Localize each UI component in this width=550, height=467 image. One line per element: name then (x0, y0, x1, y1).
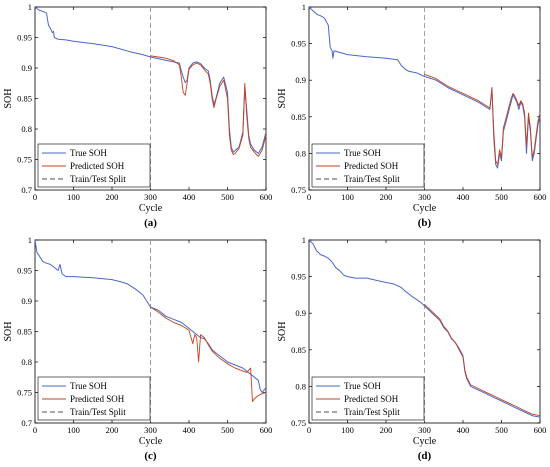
series-line-predicted-soh (150, 306, 267, 403)
y-tick-label: 0.8 (21, 357, 32, 367)
x-tick-label: 300 (418, 192, 431, 202)
x-axis-label: Cycle (413, 203, 437, 214)
legend: True SOH Predicted SOH Train/Test Split (37, 143, 151, 188)
legend-label: Predicted SOH (344, 161, 399, 171)
panel-label: (c) (144, 450, 157, 462)
y-axis-label: SOH (277, 88, 288, 108)
y-tick-label: 0.95 (291, 39, 306, 49)
legend-label: Train/Test Split (70, 174, 126, 184)
series-line-true-soh (308, 6, 541, 169)
x-tick-label: 100 (341, 192, 354, 202)
y-tick-label: 0.8 (295, 148, 306, 158)
legend-label: True SOH (344, 381, 381, 391)
x-tick-label: 600 (534, 425, 547, 435)
y-tick-label: 0.85 (291, 345, 306, 355)
y-tick-label: 0.85 (291, 112, 306, 122)
y-tick-label: 0.7 (21, 185, 32, 195)
x-tick-label: 300 (144, 192, 157, 202)
chart-panel-1: 0 100 200 300 400 500 600 0.7 0.75 0.8 0.85 0.9 0.95… (3, 2, 272, 229)
legend: True SOH Predicted SOH Train/Test Split (311, 376, 425, 421)
legend: True SOH Predicted SOH Train/Test Split (311, 143, 425, 188)
x-tick-label: 400 (183, 192, 196, 202)
y-tick-label: 0.75 (17, 388, 32, 398)
chart-panel-3: 0 100 200 300 400 500 600 0.7 0.75 0.8 0.85 0.9 0.95… (3, 235, 272, 462)
y-tick-label: 0.9 (295, 308, 306, 318)
x-tick-label: 0 (307, 425, 311, 435)
legend-label: True SOH (344, 148, 381, 158)
x-axis-label: Cycle (413, 436, 437, 447)
series-line-predicted-soh (424, 73, 541, 165)
x-tick-label: 400 (183, 425, 196, 435)
y-tick-label: 1 (28, 2, 32, 12)
y-tick-label: 0.75 (17, 155, 32, 165)
panel-label: (d) (418, 450, 432, 462)
x-tick-label: 500 (221, 192, 234, 202)
x-tick-label: 600 (534, 192, 547, 202)
y-tick-label: 0.85 (17, 327, 32, 337)
x-tick-label: 500 (495, 425, 508, 435)
legend-label: True SOH (70, 148, 107, 158)
series-line-predicted-soh (150, 55, 267, 157)
x-tick-label: 200 (106, 425, 119, 435)
x-tick-label: 500 (221, 425, 234, 435)
x-tick-label: 100 (341, 425, 354, 435)
x-axis-label: Cycle (139, 436, 163, 447)
y-tick-label: 0.8 (295, 381, 306, 391)
panel-label: (a) (144, 217, 157, 229)
y-axis-label: SOH (3, 88, 14, 108)
x-tick-label: 200 (106, 192, 119, 202)
legend-label: Train/Test Split (344, 407, 400, 417)
legend-label: True SOH (70, 381, 107, 391)
chart-panel-2: 0 100 200 300 400 500 600 0.75 0.8 0.85 0.9 0.95 1 Cy… (277, 2, 546, 229)
series-line-predicted-soh (424, 304, 541, 417)
y-tick-label: 0.95 (17, 266, 32, 276)
y-tick-label: 0.9 (21, 296, 32, 306)
y-axis-label: SOH (277, 321, 288, 341)
x-tick-label: 0 (33, 425, 37, 435)
x-tick-label: 200 (380, 192, 393, 202)
y-tick-label: 0.75 (291, 185, 306, 195)
x-tick-label: 400 (457, 192, 470, 202)
y-tick-label: 0.9 (295, 75, 306, 85)
y-tick-label: 0.95 (291, 272, 306, 282)
series-line-true-soh (308, 239, 541, 418)
legend-label: Predicted SOH (70, 394, 125, 404)
y-tick-label: 0.9 (21, 63, 32, 73)
x-tick-label: 200 (380, 425, 393, 435)
y-tick-label: 1 (302, 2, 306, 12)
y-tick-label: 0.85 (17, 94, 32, 104)
panel-label: (b) (418, 217, 432, 229)
chart-panel-4: 0 100 200 300 400 500 600 0.75 0.8 0.85 0.9 0.95 1 Cy… (277, 235, 546, 462)
series-line-true-soh (34, 239, 267, 393)
x-tick-label: 600 (260, 425, 273, 435)
x-axis-label: Cycle (139, 203, 163, 214)
y-tick-label: 0.95 (17, 33, 32, 43)
x-tick-label: 500 (495, 192, 508, 202)
y-tick-label: 1 (28, 235, 32, 245)
x-tick-label: 400 (457, 425, 470, 435)
series-line-true-soh (34, 6, 267, 154)
x-tick-label: 0 (307, 192, 311, 202)
x-tick-label: 600 (260, 192, 273, 202)
y-tick-label: 1 (302, 235, 306, 245)
x-tick-label: 100 (67, 425, 80, 435)
y-tick-label: 0.7 (21, 418, 32, 428)
x-tick-label: 0 (33, 192, 37, 202)
legend-label: Predicted SOH (70, 161, 125, 171)
x-tick-label: 300 (418, 425, 431, 435)
y-axis-label: SOH (3, 321, 14, 341)
legend-label: Train/Test Split (70, 407, 126, 417)
x-tick-label: 100 (67, 192, 80, 202)
y-tick-label: 0.75 (291, 418, 306, 428)
y-tick-label: 0.8 (21, 124, 32, 134)
x-tick-label: 300 (144, 425, 157, 435)
legend: True SOH Predicted SOH Train/Test Split (37, 376, 151, 421)
legend-label: Predicted SOH (344, 394, 399, 404)
legend-label: Train/Test Split (344, 174, 400, 184)
